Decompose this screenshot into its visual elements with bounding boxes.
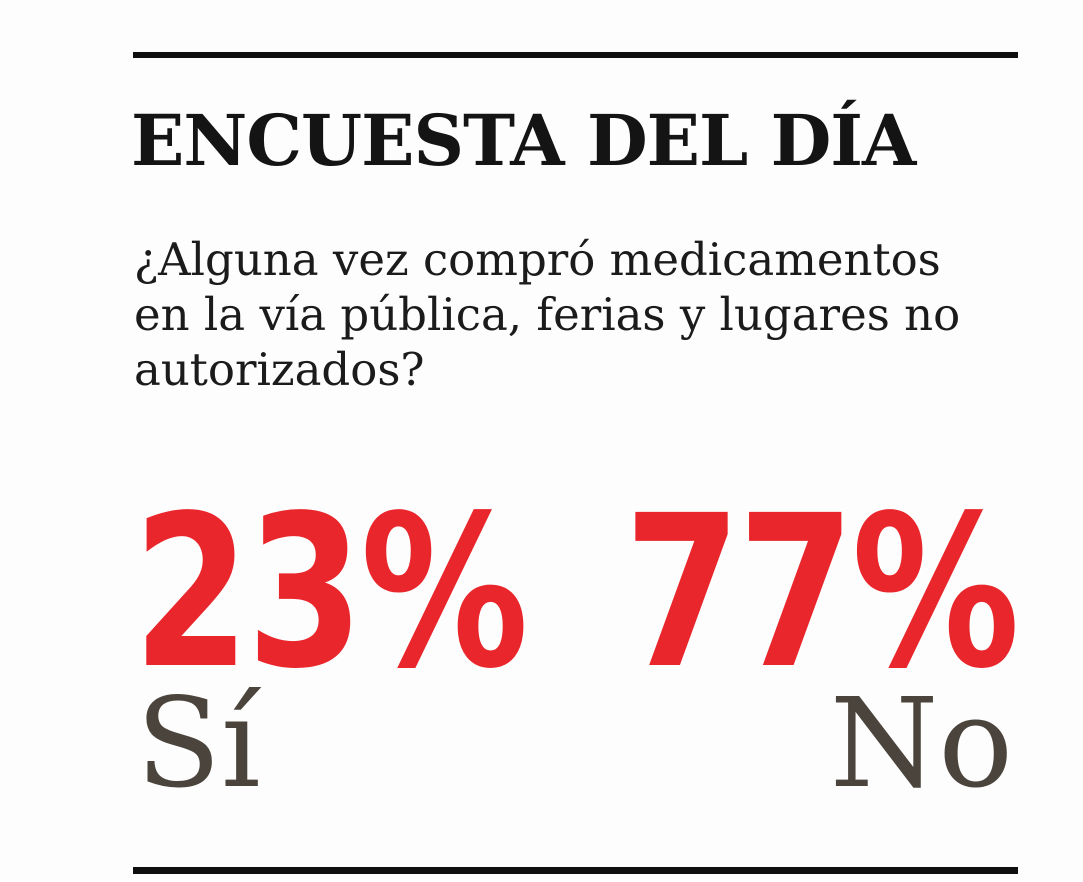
- poll-question: ¿Alguna vez compró medicamentos en la ví…: [134, 232, 960, 397]
- result-no-label: No: [829, 672, 1013, 816]
- poll-question-line-3: autorizados?: [134, 343, 425, 396]
- result-yes-label: Sí: [136, 672, 261, 816]
- poll-question-line-1: ¿Alguna vez compró medicamentos: [134, 233, 941, 286]
- bottom-rule: [133, 867, 1018, 874]
- result-yes-percentage: 23%: [133, 470, 529, 715]
- poll-question-line-2: en la vía pública, ferias y lugares no: [134, 288, 961, 341]
- top-rule: [133, 52, 1018, 58]
- poll-title: ENCUESTA DEL DÍA: [131, 99, 916, 182]
- result-no-percentage: 77%: [624, 470, 1020, 715]
